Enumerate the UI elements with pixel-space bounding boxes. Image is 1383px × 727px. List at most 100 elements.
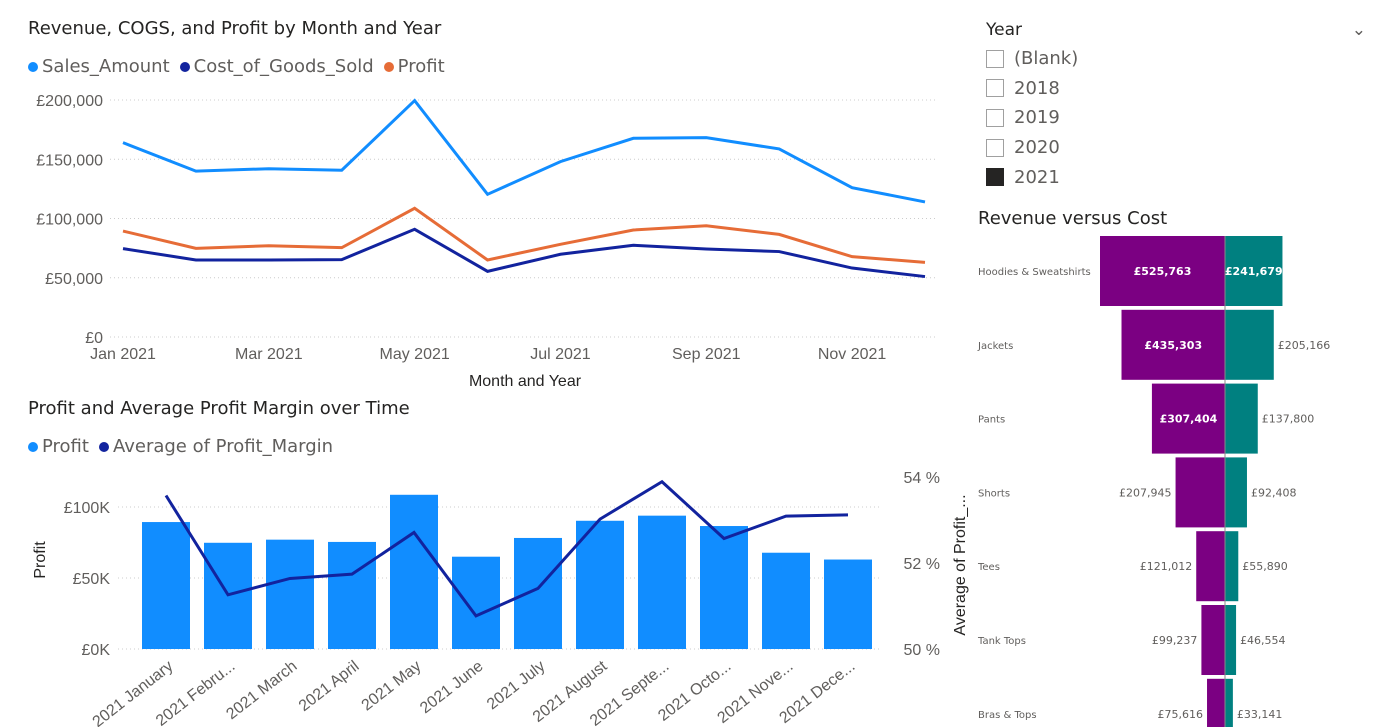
x-axis-title: Month and Year [469,373,582,390]
cost-label: £55,890 [1242,560,1288,573]
slicer-option-label: 2019 [1014,107,1060,129]
cost-label: £33,141 [1237,708,1283,721]
chevron-down-icon[interactable]: ⌄ [1351,20,1366,40]
legend-cogs[interactable]: Cost_of_Goods_Sold [179,56,374,77]
cost-bar [1225,236,1283,306]
revenue-label: £207,945 [1119,486,1172,499]
slicer-option[interactable]: 2019 [986,103,1366,133]
x-tick-label: Nov 2021 [818,346,887,363]
revenue-label: £99,237 [1152,634,1198,647]
profit-bar [762,552,810,649]
profit-bar [266,539,314,649]
profit-bar [700,526,748,649]
checkbox[interactable] [986,138,1004,157]
category-label: Tank Tops [977,636,1026,647]
profit-margin-line [164,479,849,618]
y-tick-label: £200,000 [36,93,103,110]
line-chart-title: Revenue, COGS, and Profit by Month and Y… [28,18,442,39]
revenue-label: £75,616 [1158,708,1204,721]
revenue-bar [1175,457,1225,528]
revenue-bar [1100,236,1225,306]
y2-tick-label: 52 % [904,556,940,573]
revenue-label: £307,404 [1160,413,1218,426]
checkbox[interactable] [986,168,1004,187]
profit-bar [638,515,686,649]
revenue-bar [1151,383,1225,454]
profit-bar [452,556,500,649]
y-tick-label: £0 [85,330,103,347]
series-line-cost_of_goods_sold [122,227,926,279]
slicer-option[interactable]: 2021 [986,162,1366,192]
profit-bar [514,537,562,649]
profit-bar [390,494,438,649]
profit-bar [328,541,376,649]
series-line-profit [122,206,926,264]
x-tick-label: 2021 June [417,658,486,717]
cost-bar [1225,383,1258,454]
category-label: Bras & Tops [978,710,1037,721]
legend-sales[interactable]: Sales_Amount [28,56,170,77]
x-tick-label: May 2021 [380,346,450,363]
checkbox[interactable] [986,49,1004,68]
cost-label: £241,679 [1225,265,1283,278]
funnel-chart-title: Revenue versus Cost [978,208,1168,229]
cost-bar [1225,457,1247,528]
cost-label: £205,166 [1278,339,1331,352]
cost-label: £137,800 [1262,413,1315,426]
cost-label: £92,408 [1251,486,1297,499]
cost-bar [1225,309,1274,380]
slicer-option[interactable]: (Blank) [986,44,1366,74]
x-tick-label: Sep 2021 [672,346,741,363]
x-tick-label: Jan 2021 [90,346,156,363]
category-label: Pants [978,415,1005,426]
x-tick-label: 2021 May [359,658,425,715]
slicer-option[interactable]: 2018 [986,74,1366,104]
y-tick-label: £100K [64,500,111,517]
cost-label: £46,554 [1240,634,1286,647]
year-slicer: Year ⌄ (Blank) 2018 2019 2020 2021 [986,20,1366,192]
revenue-label: £121,012 [1140,560,1193,573]
series-line-sales_amount [122,98,926,204]
y2-axis-title: Average of Profit_... [952,494,969,635]
slicer-option-label: 2018 [1014,77,1060,99]
combo-chart-title: Profit and Average Profit Margin over Ti… [28,398,410,419]
y2-tick-label: 54 % [904,470,940,487]
x-tick-label: 2021 April [296,658,363,715]
revenue-bar [1201,605,1225,675]
legend-profit-bar[interactable]: Profit [28,436,89,457]
cost-bar [1225,605,1237,675]
y2-tick-label: 50 % [904,642,940,659]
category-label: Tees [977,562,1000,573]
checkbox[interactable] [986,108,1004,127]
profit-bar [824,559,872,649]
slicer-option[interactable]: 2020 [986,133,1366,163]
revenue-bar [1207,678,1225,727]
profit-bar [576,520,624,649]
checkbox[interactable] [986,79,1004,98]
category-label: Shorts [978,488,1010,499]
line-chart-legend: Sales_Amount Cost_of_Goods_Sold Profit [28,56,445,77]
slicer-option-label: (Blank) [1014,48,1079,70]
y-tick-label: £50K [73,571,111,588]
y-axis-title: Profit [32,541,49,579]
revenue-bar [1196,531,1225,602]
legend-margin-line[interactable]: Average of Profit_Margin [98,436,333,457]
combo-chart-legend: Profit Average of Profit_Margin [28,436,333,457]
x-tick-label: Jul 2021 [530,346,591,363]
cost-bar [1225,531,1239,602]
slicer-option-label: 2021 [1014,166,1060,188]
category-label: Hoodies & Sweatshirts [978,267,1091,278]
y-tick-label: £0K [82,642,111,659]
y-tick-label: £50,000 [45,271,103,288]
y-tick-label: £100,000 [36,212,103,229]
category-label: Jackets [977,341,1013,352]
slicer-title: Year [986,20,1022,40]
cost-bar [1225,678,1233,727]
x-tick-label: Mar 2021 [235,346,303,363]
revenue-label: £435,303 [1144,339,1202,352]
revenue-bar [1121,309,1225,380]
profit-bar [142,522,190,649]
legend-profit[interactable]: Profit [383,56,445,77]
slicer-option-label: 2020 [1014,137,1060,159]
